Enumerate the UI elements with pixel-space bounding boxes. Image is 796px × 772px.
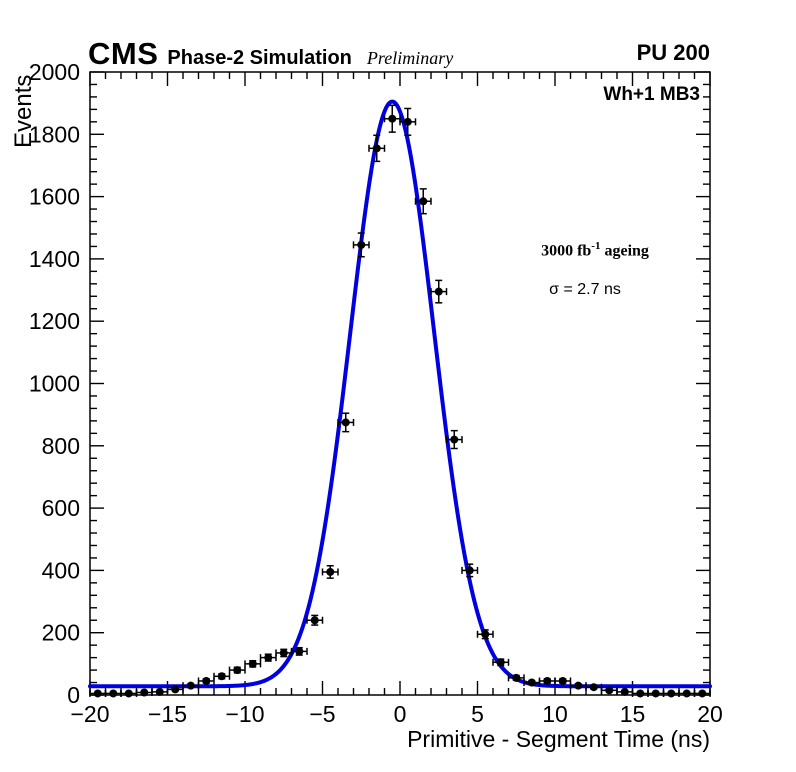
data-point bbox=[310, 616, 319, 625]
data-point bbox=[233, 666, 242, 675]
data-point bbox=[558, 676, 567, 685]
data-point bbox=[171, 685, 180, 694]
y-tick-label: 0 bbox=[67, 682, 80, 708]
data-point bbox=[93, 689, 102, 698]
y-tick-label: 1400 bbox=[29, 246, 80, 272]
lumi-superscript: -1 bbox=[591, 240, 601, 252]
data-point bbox=[186, 681, 195, 690]
data-point bbox=[589, 683, 598, 692]
y-tick-label: 200 bbox=[42, 620, 80, 646]
data-point bbox=[667, 689, 676, 698]
data-point bbox=[512, 673, 521, 682]
header: CMS Phase-2 Simulation Preliminary bbox=[88, 36, 453, 72]
data-point bbox=[140, 688, 149, 697]
chamber-label: Wh+1 MB3 bbox=[603, 84, 700, 105]
data-point bbox=[620, 687, 629, 696]
fit-curve bbox=[88, 99, 712, 689]
y-axis-title: Events bbox=[10, 74, 37, 148]
data-point bbox=[202, 676, 211, 685]
cms-logo-text: CMS bbox=[88, 36, 159, 71]
x-tick-label: 0 bbox=[394, 701, 407, 727]
data-point bbox=[481, 630, 490, 639]
x-tick-label: −15 bbox=[148, 701, 187, 727]
data-point bbox=[155, 687, 164, 696]
y-tick-label: 800 bbox=[42, 433, 80, 459]
data-point bbox=[357, 240, 366, 249]
data-point bbox=[109, 689, 118, 698]
data-point bbox=[450, 435, 459, 444]
preliminary-label: Preliminary bbox=[366, 48, 454, 68]
data-point bbox=[682, 689, 691, 698]
x-tick-label: −10 bbox=[225, 701, 264, 727]
data-point bbox=[434, 287, 443, 296]
data-point bbox=[279, 648, 288, 657]
lumi-ageing-label: 3000 fb-1 ageing bbox=[505, 240, 685, 260]
y-tick-label: 1800 bbox=[29, 121, 80, 147]
lumi-prefix: 3000 fb bbox=[541, 242, 592, 260]
y-tick-label: 1000 bbox=[29, 371, 80, 397]
y-tick-label: 1600 bbox=[29, 184, 80, 210]
x-tick-label: −5 bbox=[309, 701, 335, 727]
data-point bbox=[326, 567, 335, 576]
sigma-label: σ = 2.7 ns bbox=[549, 281, 621, 298]
data-point bbox=[264, 653, 273, 662]
simulation-label: Phase-2 Simulation bbox=[167, 47, 352, 69]
y-tick-label: 600 bbox=[42, 495, 80, 521]
data-point bbox=[574, 681, 583, 690]
x-tick-label: 20 bbox=[697, 701, 723, 727]
data-point bbox=[698, 689, 707, 698]
x-tick-label: 10 bbox=[542, 701, 568, 727]
data-point bbox=[372, 144, 381, 153]
data-point bbox=[636, 689, 645, 698]
lumi-suffix: ageing bbox=[600, 242, 649, 260]
plot-frame bbox=[89, 71, 711, 696]
data-point bbox=[419, 197, 428, 206]
data-point bbox=[403, 117, 412, 126]
data-point bbox=[543, 676, 552, 685]
data-point bbox=[496, 658, 505, 667]
data-point bbox=[124, 689, 133, 698]
y-tick-label: 2000 bbox=[29, 59, 80, 85]
x-tick-label: 5 bbox=[471, 701, 484, 727]
data-point bbox=[217, 672, 226, 681]
x-axis-title: Primitive - Segment Time (ns) bbox=[407, 726, 710, 752]
data-point bbox=[341, 418, 350, 427]
data-point bbox=[651, 689, 660, 698]
pileup-label: PU 200 bbox=[636, 40, 710, 65]
x-tick-label: −20 bbox=[70, 701, 109, 727]
y-tick-label: 1200 bbox=[29, 308, 80, 334]
x-tick-label: 15 bbox=[620, 701, 646, 727]
data-point bbox=[527, 678, 536, 687]
data-point bbox=[295, 647, 304, 656]
data-point bbox=[605, 686, 614, 695]
data-point bbox=[248, 659, 257, 668]
data-point bbox=[465, 566, 474, 575]
data-point bbox=[388, 114, 397, 123]
y-tick-label: 400 bbox=[42, 557, 80, 583]
